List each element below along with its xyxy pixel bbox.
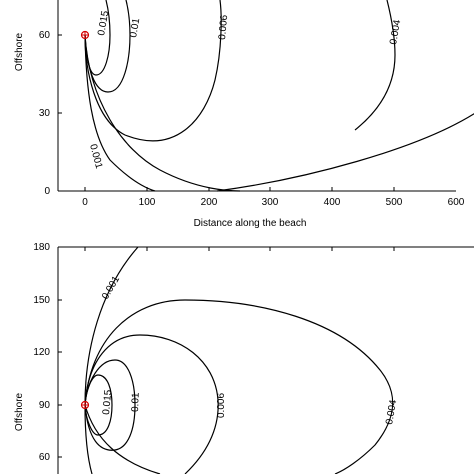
top-ytick-label: 30 <box>39 108 51 119</box>
top-source-marker <box>80 30 90 40</box>
bottom-contour-0.006 <box>84 334 219 474</box>
top-contour-0.004-outer <box>354 0 396 131</box>
top-ytick-label: 0 <box>44 186 50 197</box>
top-xtick-label: 400 <box>324 197 341 208</box>
bottom-contour-0.001-inner <box>84 404 161 474</box>
bottom-contour-0.004 <box>84 299 394 474</box>
top-xtick-label: 600 <box>448 197 465 208</box>
top-clabel-0.01: 0.01 <box>128 17 142 39</box>
top-contour-0.001 <box>84 34 156 192</box>
top-clabel-0.001: 0.001 <box>87 143 104 170</box>
top-contour-0.004 <box>216 113 474 192</box>
bottom-ytick-label: 120 <box>33 347 50 358</box>
top-ytick-label: 60 <box>39 30 51 41</box>
bottom-ytick-label: 90 <box>39 400 51 411</box>
top-xtick-label: 300 <box>262 197 279 208</box>
bottom-ytick-label: 60 <box>39 452 51 463</box>
top-xtick-label: 100 <box>139 197 156 208</box>
top-xtick-label: 500 <box>386 197 403 208</box>
bottom-contour-0.001-lower <box>84 404 93 474</box>
bottom-panel: 0.015 0.01 0.006 0.004 0.001 180 150 120… <box>14 242 474 474</box>
top-panel: 0.015 0.01 0.006 0.004 0.001 60 30 0 0 1… <box>14 0 474 229</box>
bottom-contour-0.01 <box>84 359 136 451</box>
top-y-axis-title: Offshore <box>14 32 25 71</box>
top-clabel-0.006: 0.006 <box>217 14 230 40</box>
top-clabel-0.015: 0.015 <box>96 10 111 37</box>
bottom-ytick-label: 150 <box>33 295 50 306</box>
bottom-clabel-0.001: 0.001 <box>100 274 122 302</box>
bottom-contour-0.001 <box>84 246 139 406</box>
bottom-clabel-0.015: 0.015 <box>101 389 114 415</box>
top-clabel-0.004: 0.004 <box>388 19 403 46</box>
top-xtick-label: 200 <box>201 197 218 208</box>
bottom-clabel-0.004: 0.004 <box>384 399 399 426</box>
bottom-source-marker <box>80 400 90 410</box>
top-xtick-label: 0 <box>82 197 88 208</box>
top-contour-0.015 <box>84 0 111 76</box>
bottom-contour-0.015 <box>84 374 113 436</box>
top-x-axis-title: Distance along the beach <box>194 218 307 229</box>
top-contour-0.004-inner <box>84 34 241 192</box>
top-contour-0.01 <box>84 0 131 93</box>
bottom-clabel-0.01: 0.01 <box>130 392 142 412</box>
bottom-y-axis-title: Offshore <box>14 392 25 431</box>
bottom-ytick-label: 180 <box>33 242 50 253</box>
bottom-clabel-0.006: 0.006 <box>216 393 227 418</box>
top-contour-0.006 <box>84 0 222 142</box>
